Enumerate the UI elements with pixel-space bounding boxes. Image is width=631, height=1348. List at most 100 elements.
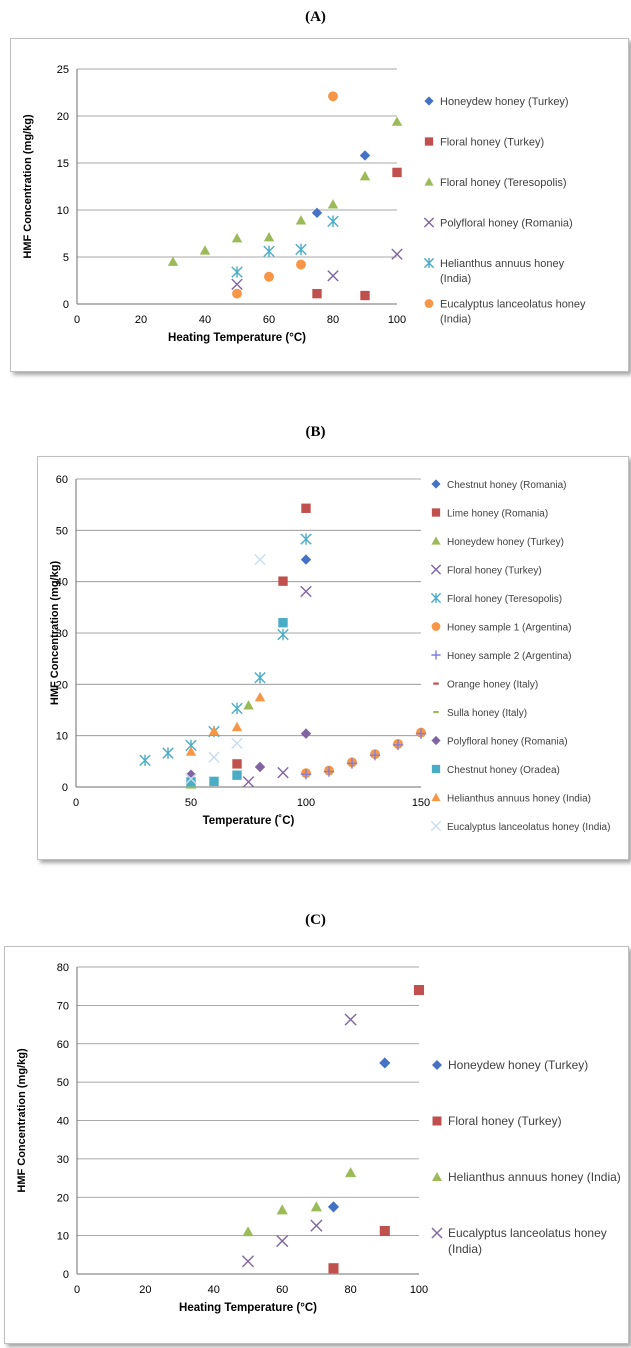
data-point <box>300 768 312 780</box>
legend-marker <box>431 650 441 660</box>
data-point <box>278 618 288 628</box>
legend-label: Polyfloral honey (Romania) <box>447 737 568 748</box>
data-point <box>327 199 339 209</box>
legend-label: Sulla honey (Italy) <box>447 708 527 719</box>
y-tick-label: 5 <box>63 252 69 264</box>
data-point <box>359 170 371 181</box>
y-tick-label: 0 <box>63 299 69 311</box>
data-point <box>167 256 179 266</box>
legend-marker <box>431 792 441 802</box>
x-tick-label: 50 <box>185 797 197 809</box>
y-tick-label: 20 <box>56 679 68 691</box>
data-point <box>300 728 312 739</box>
data-point <box>379 1057 391 1069</box>
x-tick-label: 0 <box>74 314 80 326</box>
data-point <box>162 747 174 759</box>
x-axis-label: Heating Temperature (°C) <box>179 1302 317 1314</box>
data-point <box>310 1201 322 1212</box>
data-point <box>328 91 338 102</box>
legend-marker <box>432 1060 442 1070</box>
legend: Chestnut honey (Romania) Lime honey (Roma… <box>430 479 610 833</box>
data-point <box>295 215 307 225</box>
x-tick-label: 60 <box>263 314 275 326</box>
data-point <box>379 1225 390 1237</box>
data-point <box>276 1234 289 1248</box>
data-point <box>139 754 151 767</box>
data-point <box>310 1219 323 1232</box>
data-point <box>242 776 255 788</box>
data-point <box>345 1167 357 1178</box>
series-eucalyptus-lanceolatus-honey-india <box>232 91 338 299</box>
legend-label: Chestnut honey (Oradea) <box>447 765 560 776</box>
x-tick-label: 80 <box>327 314 339 326</box>
legend-marker <box>433 711 439 714</box>
legend-label: Floral honey (Turkey) <box>440 137 544 149</box>
data-point <box>413 984 425 996</box>
legend-label: Floral honey (Teresopolis) <box>447 594 562 605</box>
legend-marker <box>430 564 442 575</box>
data-point <box>231 278 243 290</box>
data-point <box>369 749 381 761</box>
legend-marker <box>432 1172 442 1181</box>
legend-label: Orange honey (Italy) <box>447 680 538 691</box>
data-point <box>327 1201 340 1213</box>
legend-marker <box>431 735 441 746</box>
series-polyfloral-honey-romania <box>185 728 312 780</box>
data-point <box>232 759 242 769</box>
data-point <box>231 702 243 715</box>
data-point <box>232 288 242 299</box>
data-point <box>312 288 322 299</box>
x-tick-label: 60 <box>276 1284 288 1296</box>
data-point <box>185 769 197 780</box>
legend-label: Eucalyptus lanceolatus honey (India) <box>440 299 586 326</box>
data-point <box>300 585 312 598</box>
data-point <box>346 758 358 769</box>
chart-b-frame: 0 10 20 30 40 50 60 0 50 100 150 Temperature (˚C) HM… <box>37 456 629 860</box>
y-tick-label: 60 <box>56 474 68 486</box>
legend: Honeydew honey (Turkey) Floral honey (Tur… <box>431 1058 621 1256</box>
y-tick-label: 30 <box>56 628 68 640</box>
x-tick-label: 0 <box>73 797 79 809</box>
y-tick-label: 40 <box>57 1116 69 1128</box>
data-point <box>360 290 370 301</box>
data-point <box>254 671 266 684</box>
y-tick-label: 0 <box>63 1269 69 1281</box>
x-tick-label: 20 <box>135 314 147 326</box>
series-lime-honey-romania <box>232 503 311 769</box>
series-floral-honey-teresopolis <box>139 533 312 767</box>
data-point <box>254 553 266 566</box>
data-point <box>276 1204 288 1215</box>
series-eucalyptus-lanceolatus-honey-india <box>241 1013 357 1268</box>
data-point <box>327 270 339 282</box>
legend-label: Eucalyptus lanceolatus honey (India) <box>448 1226 607 1256</box>
series-honey-sample-1-argentina <box>301 727 426 779</box>
series-floral-honey-turkey <box>242 585 312 788</box>
data-point <box>278 576 288 586</box>
legend-label: Floral honey (Turkey) <box>448 1114 562 1128</box>
chart-c-frame: 0 10 20 30 40 50 60 70 80 0 20 40 60 80 100 Heating Tem… <box>4 946 629 1344</box>
data-point <box>359 150 371 161</box>
data-point <box>392 167 402 178</box>
x-tick-label: 20 <box>139 1284 151 1296</box>
x-tick-label: 40 <box>208 1284 220 1296</box>
y-tick-label: 25 <box>57 64 69 76</box>
legend-label: Lime honey (Romania) <box>447 509 548 520</box>
legend-marker <box>432 1116 442 1126</box>
data-point <box>415 728 427 739</box>
data-point <box>300 533 312 545</box>
x-tick-label: 80 <box>344 1284 356 1296</box>
legend-marker <box>431 508 441 517</box>
series-helianthus-annuus-honey-india <box>231 215 339 278</box>
series-floral-honey-turkey <box>312 167 402 301</box>
x-axis-label: Heating Temperature (°C) <box>168 332 306 344</box>
data-point <box>277 628 289 641</box>
data-point <box>243 700 254 710</box>
x-tick-label: 150 <box>412 797 430 809</box>
legend-label: Honeydew honey (Turkey) <box>447 537 564 548</box>
legend-label: Helianthus annuus honey (India) <box>447 794 591 805</box>
data-point <box>186 777 196 787</box>
legend-label: Helianthus annuus honey (India) <box>440 258 565 285</box>
data-point <box>241 1255 255 1268</box>
y-tick-label: 10 <box>57 1231 69 1243</box>
legend-marker <box>431 622 441 631</box>
